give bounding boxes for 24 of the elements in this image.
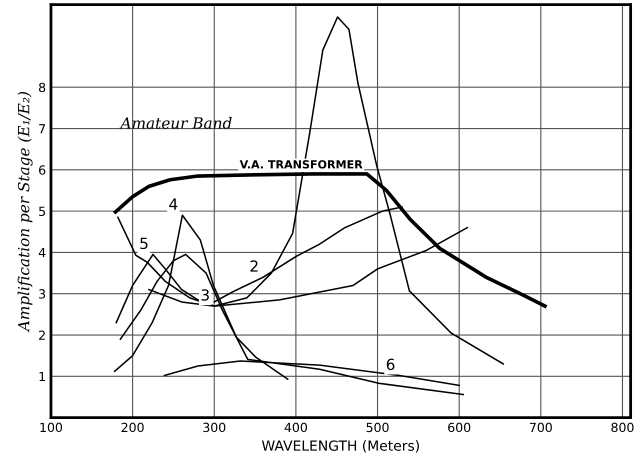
x-tick-label: 300 [203, 422, 226, 432]
series-label: 6 [386, 358, 394, 370]
x-tick-label: 200 [122, 422, 144, 432]
x-tick-label: 800 [611, 422, 634, 432]
series-label: 2 [250, 260, 258, 272]
y-axis-title: Amplification per Stage (E₁/E₂) [18, 92, 33, 332]
series-label: 5 [140, 238, 148, 250]
y-tick-label: 1 [40, 372, 45, 382]
x-tick-label: 400 [284, 422, 307, 432]
y-tick-label: 8 [38, 82, 46, 92]
x-tick-label: 700 [530, 422, 552, 432]
series-label: 3 [202, 289, 209, 301]
series-label: V.A. TRANSFORMER [240, 160, 363, 169]
x-tick-label: 600 [448, 422, 470, 432]
y-tick-label: 4 [38, 248, 46, 258]
x-tick-label: 500 [366, 422, 389, 432]
y-tick-label: 6 [39, 165, 46, 175]
y-tick-label: 5 [39, 206, 46, 216]
y-tick-label: 7 [39, 124, 46, 134]
x-tick-label: 100 [40, 422, 62, 432]
x-axis-title: WAVELENGTH (Meters) [262, 440, 419, 452]
series-label: 4 [169, 198, 178, 210]
y-tick-label: 2 [39, 330, 45, 340]
y-tick-label: 3 [39, 289, 46, 299]
